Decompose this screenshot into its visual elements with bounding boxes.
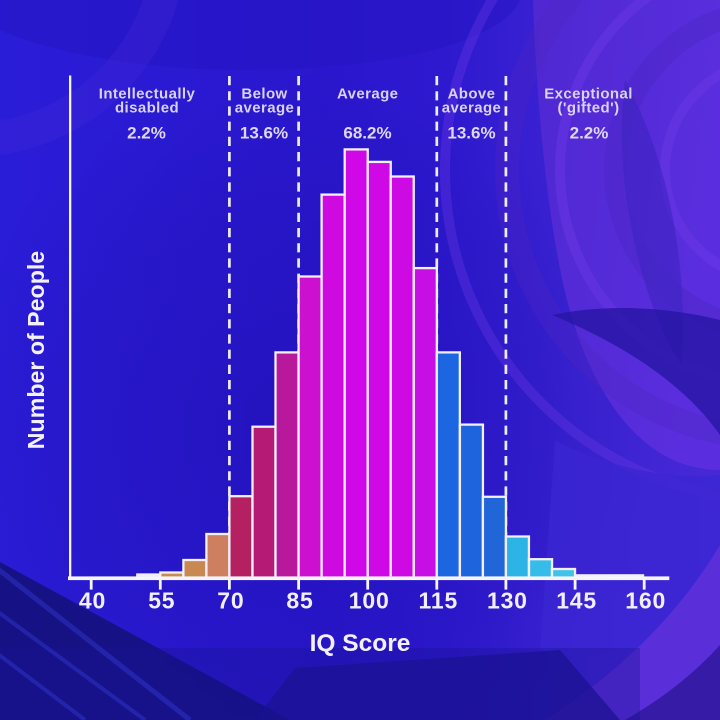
svg-text:40: 40	[79, 588, 106, 614]
svg-text:Exceptional: Exceptional	[544, 85, 633, 102]
svg-text:Intellectually: Intellectually	[99, 85, 196, 102]
svg-text:Above: Above	[448, 85, 496, 102]
svg-text:115: 115	[419, 588, 459, 614]
svg-text:2.2%: 2.2%	[570, 123, 609, 142]
svg-text:13.6%: 13.6%	[240, 123, 288, 142]
svg-text:IQ Score: IQ Score	[310, 630, 411, 657]
svg-text:average: average	[442, 100, 502, 117]
svg-text:('gifted'): ('gifted')	[558, 100, 620, 117]
svg-text:100: 100	[349, 588, 390, 614]
svg-text:68.2%: 68.2%	[343, 123, 391, 142]
svg-text:disabled: disabled	[115, 100, 179, 117]
svg-text:85: 85	[286, 588, 313, 614]
svg-text:average: average	[235, 100, 295, 117]
svg-text:Number of People: Number of People	[23, 251, 49, 450]
svg-text:55: 55	[148, 588, 175, 614]
svg-text:Average: Average	[337, 85, 398, 102]
svg-text:Below: Below	[241, 85, 287, 102]
svg-text:145: 145	[556, 588, 597, 614]
svg-text:70: 70	[217, 588, 244, 614]
svg-text:160: 160	[625, 588, 666, 614]
svg-text:130: 130	[487, 588, 528, 614]
svg-text:13.6%: 13.6%	[447, 123, 495, 142]
svg-text:2.2%: 2.2%	[127, 123, 166, 142]
